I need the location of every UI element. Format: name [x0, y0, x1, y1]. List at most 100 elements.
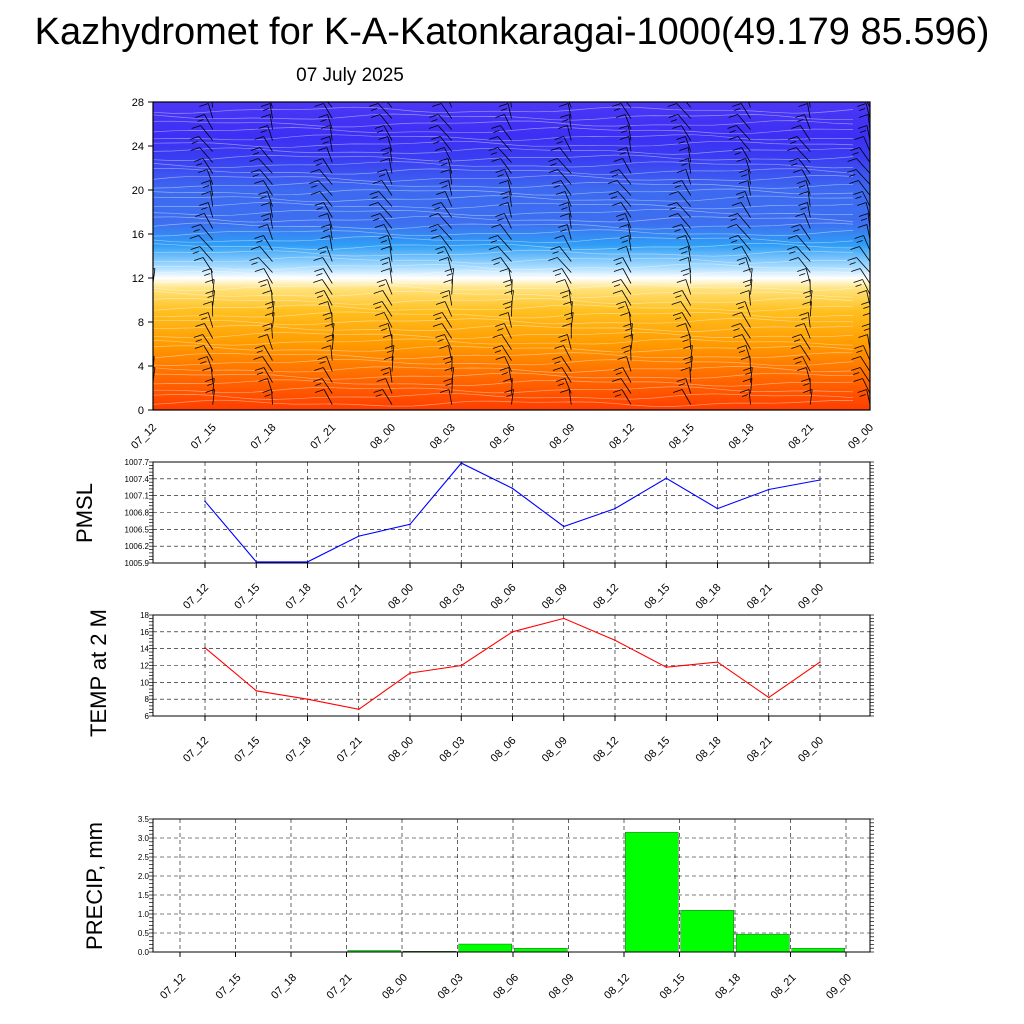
wind-barb [374, 125, 393, 141]
barb-flag [382, 372, 389, 375]
wind-barb [199, 312, 214, 328]
y-tick-label: 12 [132, 273, 144, 285]
barb-flag [322, 312, 332, 316]
barb-flag [384, 345, 395, 349]
wind-barb [548, 169, 572, 185]
barb-flag [616, 213, 626, 217]
barb-flag [731, 323, 741, 327]
wind-barb [440, 290, 453, 306]
barb-flag [320, 125, 331, 129]
wind-barb [198, 169, 214, 185]
barb-flag [861, 301, 870, 305]
barb-flag [619, 152, 626, 155]
barb-staff [561, 356, 572, 372]
contour-line [153, 154, 854, 162]
wind-barb [560, 389, 572, 405]
y-tick-label: 0.5 [138, 929, 150, 938]
barb-flag [743, 367, 753, 371]
barb-staff [267, 334, 273, 350]
barb-flag [676, 323, 686, 327]
barb-flag [195, 213, 205, 217]
barb-staff [507, 202, 512, 218]
barb-flag [142, 395, 148, 397]
barb-flag [855, 196, 862, 199]
barb-staff [807, 191, 811, 207]
wind-barb [739, 389, 751, 405]
barb-flag [801, 317, 808, 320]
barb-staff [862, 378, 870, 394]
contour-line [153, 236, 854, 244]
barb-flag [200, 361, 207, 364]
y-tick-label: 2.0 [138, 872, 150, 881]
barb-flag [380, 240, 388, 243]
barb-flag [550, 246, 560, 250]
barb-staff [809, 290, 813, 306]
barb-flag [436, 93, 445, 96]
barb-staff [860, 356, 870, 372]
barb-flag [740, 356, 751, 360]
barb-staff [620, 279, 632, 295]
data-point [306, 698, 309, 700]
barb-staff [153, 139, 154, 141]
barb-staff [153, 326, 154, 328]
barb-flag [797, 119, 804, 122]
barb-flag [256, 350, 263, 353]
wind-barb [435, 147, 453, 163]
barb-flag [249, 257, 259, 261]
barb-flag [316, 273, 323, 276]
barb-flag [668, 213, 679, 217]
barb-staff [153, 106, 154, 108]
barb-staff [507, 180, 512, 196]
barb-staff [748, 102, 751, 108]
barb-staff [263, 136, 273, 152]
barb-flag [555, 378, 566, 382]
wind-barb [555, 279, 572, 295]
barb-flag [132, 203, 141, 206]
wind-barb [444, 268, 455, 284]
x-tick-label: 08_09 [540, 582, 570, 612]
barb-flag [498, 202, 509, 206]
y-tick-label: 1006.8 [125, 509, 150, 518]
barb-staff [329, 136, 333, 152]
barb-flag [260, 130, 267, 133]
pmsl-panel: 1005.9 1006.2 1006.5 1006.8 1007.1 1007.4 1007… [72, 458, 874, 612]
wind-barb [803, 389, 813, 405]
wind-barb [261, 114, 273, 130]
wind-barb [203, 301, 214, 317]
barb-flag [195, 114, 205, 118]
barb-flag [857, 389, 867, 393]
wind-barb [258, 378, 273, 394]
barb-flag [552, 367, 563, 371]
barb-flag [613, 158, 623, 162]
x-tick-label: 08_15 [642, 735, 672, 765]
wind-barb [862, 312, 870, 328]
wind-barb [733, 334, 751, 350]
x-tick-label: 08_12 [591, 582, 621, 612]
wind-barb [738, 180, 751, 196]
wind-barb [431, 235, 453, 251]
wind-barb [612, 202, 632, 218]
wind-barb [429, 213, 453, 229]
wind-barb [798, 103, 811, 119]
barb-staff [564, 279, 572, 295]
barb-flag [799, 312, 809, 316]
barb-flag [787, 147, 797, 151]
wind-barb [851, 356, 870, 372]
wind-barb [498, 202, 512, 218]
barb-flag [200, 180, 211, 184]
barb-staff [322, 367, 333, 383]
barb-staff [388, 257, 393, 273]
barb-staff [507, 103, 512, 119]
wind-barb [850, 147, 870, 163]
barb-flag [136, 302, 145, 305]
barb-flag [442, 295, 449, 298]
barb-staff [740, 202, 751, 218]
barb-flag [672, 224, 682, 228]
barb-staff [681, 389, 692, 405]
y-tick-label: 3.0 [138, 834, 150, 843]
wind-barb [548, 257, 572, 273]
barb-flag [853, 378, 863, 382]
barb-flag [859, 130, 867, 133]
barb-staff [381, 301, 393, 317]
barb-staff [259, 147, 273, 163]
